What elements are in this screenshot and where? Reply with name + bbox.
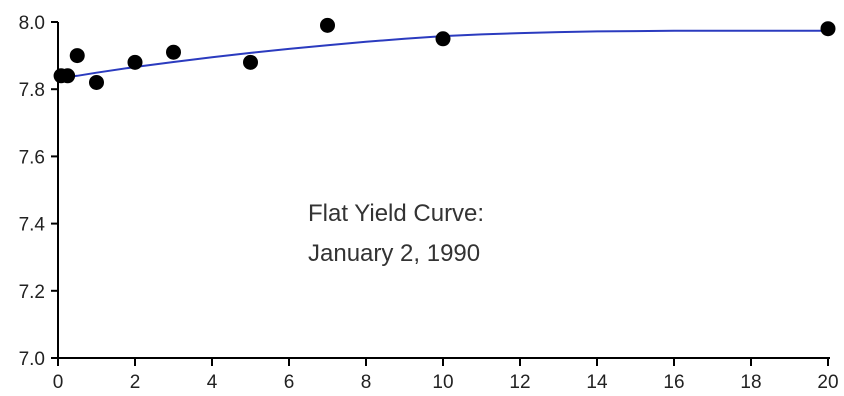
axes [51,21,830,366]
data-point-3 [89,74,104,90]
annotation-line-2: January 2, 1990 [308,240,480,267]
y-tick-label-3: 7.6 [19,147,45,168]
x-tick-label-16: 16 [663,372,684,393]
data-point-2 [69,48,85,64]
x-tick-label-6: 6 [284,372,295,393]
x-tick-label-10: 10 [432,372,453,393]
y-tick-label-1: 7.2 [19,282,45,303]
y-tick-label-0: 7.0 [19,349,45,370]
x-tick-label-0: 0 [53,372,64,393]
fitted-curve-layer [57,29,828,80]
y-tick-label-2: 7.4 [19,215,46,236]
data-point-9 [820,21,836,37]
x-tick-label-2: 2 [130,372,141,393]
data-point-4 [127,54,143,70]
y-tick-label-5: 8.0 [19,13,45,34]
x-tick-label-18: 18 [740,372,761,393]
fitted-yield-curve [57,29,828,80]
x-tick-label-20: 20 [817,372,838,393]
y-tick-label-4: 7.8 [19,80,45,101]
data-point-6 [243,54,258,70]
tick-labels: 0 2 4 6 8 10 12 14 16 18 20 7.0 7.2 7.4 7.6 7.8 8.0 [19,13,839,393]
data-point-7 [320,17,335,33]
x-tick-label-8: 8 [361,372,372,393]
data-point-8 [435,31,451,47]
x-tick-label-14: 14 [586,372,608,393]
x-tick-label-12: 12 [509,372,530,393]
annotation-line-1: Flat Yield Curve: [308,200,484,227]
x-tick-label-4: 4 [207,372,218,393]
data-points [53,17,836,90]
data-point-1 [60,68,76,84]
data-point-5 [166,44,181,60]
